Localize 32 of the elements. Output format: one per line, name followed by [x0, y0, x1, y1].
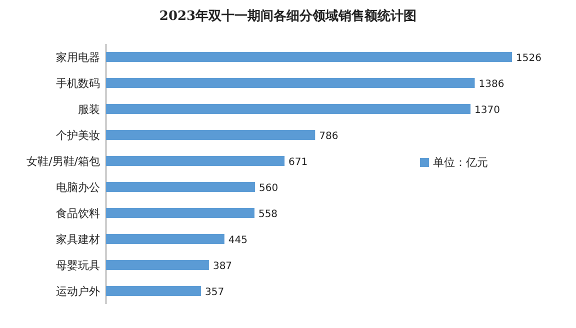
y-tick-label: 服装 — [78, 103, 100, 116]
chart-title: 2023年双十一期间各细分领域销售额统计图 — [159, 8, 417, 24]
data-label: 357 — [204, 287, 224, 298]
bar — [106, 52, 512, 62]
data-label: 558 — [258, 209, 278, 220]
y-tick-label: 母婴玩具 — [56, 259, 100, 272]
y-tick-label: 家具建材 — [56, 233, 100, 246]
y-tick-label: 电脑办公 — [56, 181, 100, 194]
y-tick-label: 个护美妆 — [56, 129, 100, 142]
bar — [106, 130, 316, 140]
bar — [106, 260, 209, 270]
data-label: 671 — [288, 157, 308, 168]
data-label: 786 — [319, 131, 338, 142]
bar — [106, 182, 255, 192]
data-label: 1526 — [516, 53, 542, 64]
legend-label: 单位：亿元 — [433, 156, 488, 169]
data-label: 445 — [228, 235, 248, 246]
y-tick-label: 女鞋/男鞋/箱包 — [26, 155, 100, 168]
y-tick-label: 手机数码 — [56, 77, 100, 90]
bar — [106, 156, 285, 166]
y-tick-label: 家用电器 — [56, 51, 100, 64]
y-tick-label: 食品饮料 — [56, 207, 100, 220]
bar — [106, 286, 201, 296]
data-label: 387 — [212, 261, 232, 272]
data-label: 1386 — [478, 79, 504, 90]
bar — [106, 104, 470, 114]
data-label: 560 — [258, 183, 278, 194]
bar — [106, 208, 254, 218]
bar — [106, 234, 224, 244]
y-tick-label: 运动户外 — [56, 285, 100, 298]
data-label: 1370 — [474, 105, 500, 116]
bar — [106, 78, 475, 88]
